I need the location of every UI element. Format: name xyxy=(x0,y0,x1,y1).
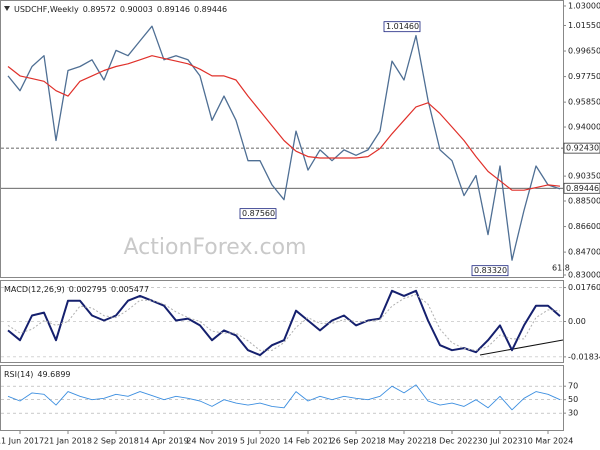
x-tick-label: 21 Jan 2018 xyxy=(44,437,92,446)
y-tick-label: 0.86600 xyxy=(568,222,600,231)
trend-line xyxy=(479,339,564,356)
x-tick-label: 24 Nov 2019 xyxy=(186,437,237,446)
x-tick-label: 14 Apr 2019 xyxy=(139,437,188,446)
y-tick-label: 0.83000 xyxy=(568,270,600,279)
y-tick-label: 0.99650 xyxy=(568,47,600,56)
menu-icon xyxy=(4,6,10,11)
series-line xyxy=(7,55,561,191)
series-line xyxy=(7,384,561,411)
annotation-box xyxy=(239,208,277,220)
header-value: 0.90003 xyxy=(120,5,153,14)
panel-header: USDCHF,Weekly 0.89572 0.90003 0.89146 0.8944… xyxy=(14,5,227,14)
y-tick-label: 0.94000 xyxy=(568,123,600,132)
y-tick-label: 50 xyxy=(568,395,578,404)
x-tick-label: 11 Jun 2017 xyxy=(0,437,44,446)
y-tick-label: 0.00 xyxy=(568,317,586,326)
price-panel xyxy=(0,0,564,278)
series-line xyxy=(7,294,561,351)
series-line xyxy=(7,25,561,261)
header-value: 0.89146 xyxy=(157,5,190,14)
level-label: 0.92430 xyxy=(566,144,599,153)
header-title: RSI(14) xyxy=(4,370,33,379)
x-tick-label: 5 Jul 2020 xyxy=(240,437,280,446)
header-value: 0.89446 xyxy=(194,5,227,14)
annotation-box xyxy=(471,265,509,277)
x-tick-label: 14 Feb 2021 xyxy=(283,437,333,446)
y-tick-label: 0.90350 xyxy=(568,172,600,181)
y-tick-label: 1.03000 xyxy=(568,1,600,10)
annotation-label: 0.87560 xyxy=(242,209,275,218)
y-tick-label: 0.84700 xyxy=(568,248,600,257)
x-tick-label: 26 Sep 2021 xyxy=(331,437,382,446)
fib-label: 61.8 xyxy=(552,264,570,273)
annotation-box xyxy=(383,21,421,33)
y-tick-label: 1.01550 xyxy=(568,21,600,30)
header-value: 49.6899 xyxy=(37,370,70,379)
panel-header: MACD(12,26,9) 0.002795 0.005477 xyxy=(4,285,149,294)
header-value: 0.89572 xyxy=(83,5,116,14)
x-tick-label: 8 May 2022 xyxy=(380,437,427,446)
y-tick-label: 0.01760 xyxy=(568,283,600,292)
y-tick-label: 0.88500 xyxy=(568,197,600,206)
rsi-panel xyxy=(0,365,564,431)
level-box xyxy=(563,182,600,194)
level-box xyxy=(563,142,600,154)
series-line xyxy=(7,289,561,357)
x-tick-label: 2 Sep 2018 xyxy=(93,437,139,446)
y-tick-label: 0.95850 xyxy=(568,98,600,107)
y-tick-label: -0.01834 xyxy=(568,352,600,361)
annotation-label: 1.01460 xyxy=(386,22,419,31)
x-tick-label: 10 Mar 2024 xyxy=(523,437,574,446)
watermark: ActionForex.com xyxy=(124,235,307,260)
annotation-label: 0.83320 xyxy=(474,266,507,275)
y-tick-label: 30 xyxy=(568,409,578,418)
level-label: 0.89446 xyxy=(566,184,599,193)
header-title: MACD(12,26,9) xyxy=(4,285,65,294)
header-title: USDCHF,Weekly xyxy=(14,5,79,14)
header-value: 0.002795 xyxy=(69,285,107,294)
x-tick-label: 30 Jul 2023 xyxy=(477,437,522,446)
y-tick-label: 70 xyxy=(568,382,578,391)
y-tick-label: 0.97750 xyxy=(568,72,600,81)
panel-header: RSI(14) 49.6899 xyxy=(4,370,71,379)
x-tick-label: 18 Dec 2022 xyxy=(426,437,477,446)
header-value: 0.005477 xyxy=(111,285,149,294)
